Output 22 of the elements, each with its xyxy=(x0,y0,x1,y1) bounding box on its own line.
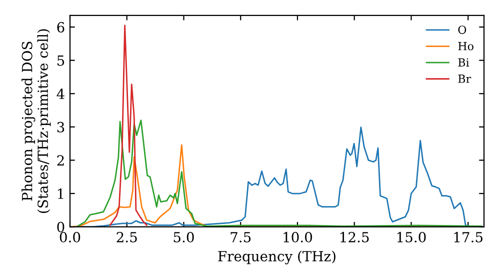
y-tick-label: 4 xyxy=(56,88,64,99)
y-axis-title: Phonon projected DOS (States/THz·primitive cell) xyxy=(22,29,51,213)
x-tick-label: 5.0 xyxy=(174,232,194,242)
line-series xyxy=(109,24,148,226)
y-tick-label: 3 xyxy=(57,122,64,132)
y-tick-label: 6 xyxy=(57,22,64,33)
x-tick-label: 7.5 xyxy=(230,232,251,242)
x-tick-label: 17.5 xyxy=(454,232,482,242)
x-tick-label: 10.0 xyxy=(284,232,312,242)
y-tick-label: 5 xyxy=(57,55,64,66)
legend-label: Bi xyxy=(458,58,470,66)
legend-label: Ho xyxy=(458,42,474,50)
y-tick-label: 1 xyxy=(58,188,64,199)
y-tick-label: 0 xyxy=(57,222,64,232)
legend-label: Br xyxy=(458,74,472,83)
x-axis-title: Frequency (THz) xyxy=(218,250,336,264)
x-tick-label: 15.0 xyxy=(397,232,426,242)
x-tick-label: 0.0 xyxy=(60,232,80,242)
x-tick-label: 12.5 xyxy=(340,232,369,242)
legend-label: O xyxy=(458,26,466,34)
x-tick-label: 2.5 xyxy=(116,232,137,242)
y-tick-label: 2 xyxy=(57,155,64,166)
